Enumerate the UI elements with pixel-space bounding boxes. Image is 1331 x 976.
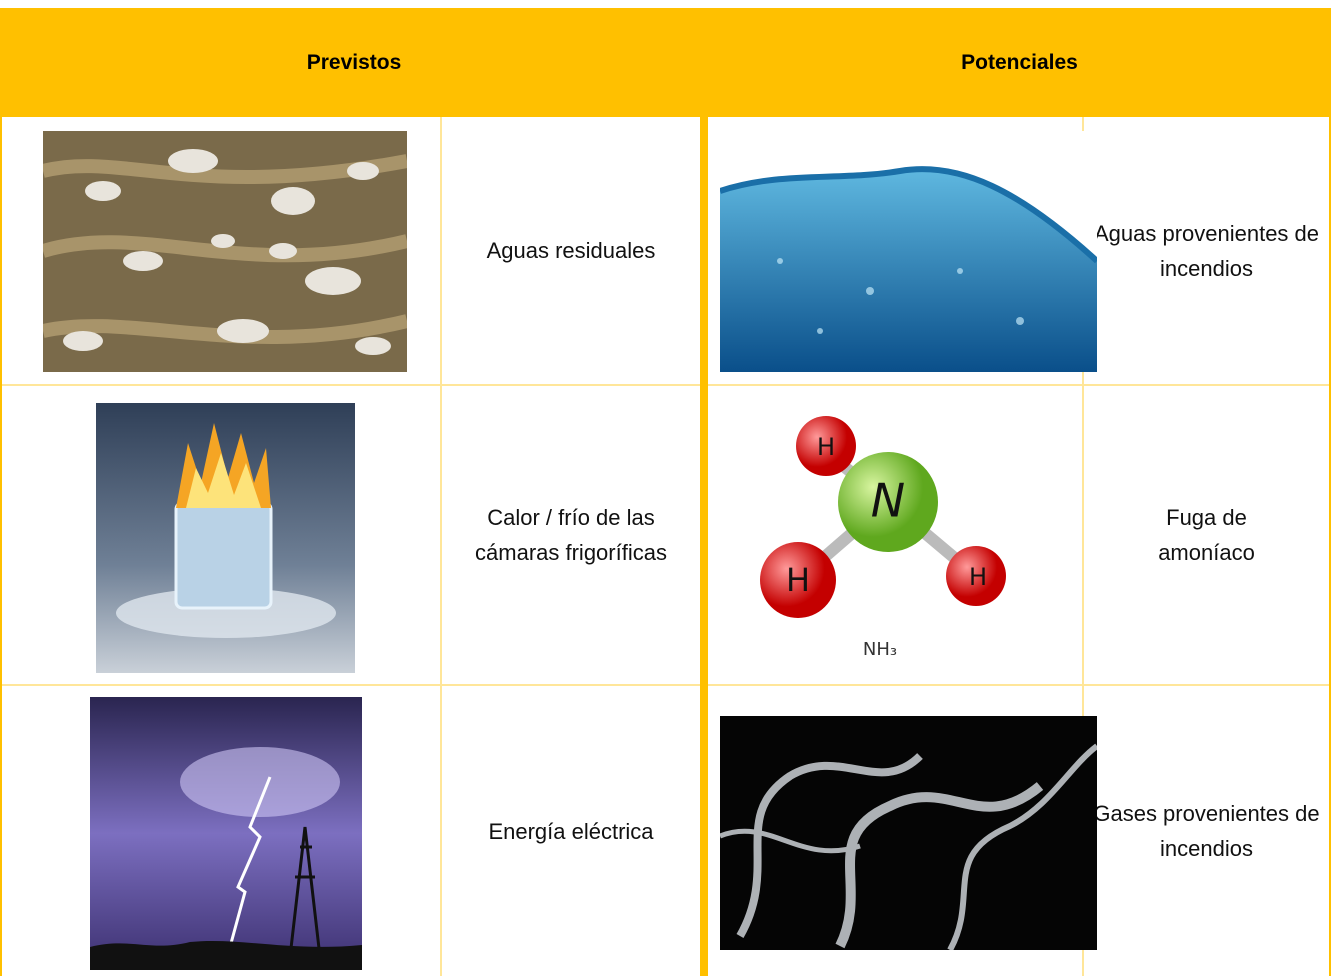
atom-label: H: [786, 561, 810, 599]
cell-label: Calor / frío de las cámaras frigoríficas: [475, 505, 667, 565]
atom-label: H: [817, 433, 835, 461]
atom-label: N: [871, 474, 905, 528]
row-border: [0, 684, 1331, 686]
column-header: Potenciales: [961, 50, 1078, 74]
column-header: Previstos: [306, 50, 402, 74]
cell-label: Fuga de amoníaco: [1158, 505, 1255, 565]
molecule-image: H N H H NH₃: [760, 416, 1006, 660]
cell-label: Aguas provenientes de incendios: [1093, 220, 1320, 281]
row-border: [0, 384, 1331, 386]
outer-border: [0, 8, 2, 976]
ice-fire-image: [96, 403, 355, 673]
outer-border: [1329, 8, 1331, 976]
wastewater-image: [43, 131, 407, 372]
formula: NH₃: [863, 639, 897, 660]
atom-label: H: [969, 563, 987, 591]
table-divider: [700, 117, 708, 976]
header-band: [0, 8, 1331, 117]
water-image: [720, 131, 1097, 372]
col-border: [440, 117, 442, 976]
cell-label: Gases provenientes de incendios: [1093, 801, 1320, 861]
cell-label: Aguas residuales: [486, 238, 656, 263]
smoke-image: [720, 716, 1097, 950]
col-border: [1082, 117, 1084, 976]
lightning-image: [90, 697, 362, 970]
cell-label: Energía eléctrica: [488, 818, 654, 844]
